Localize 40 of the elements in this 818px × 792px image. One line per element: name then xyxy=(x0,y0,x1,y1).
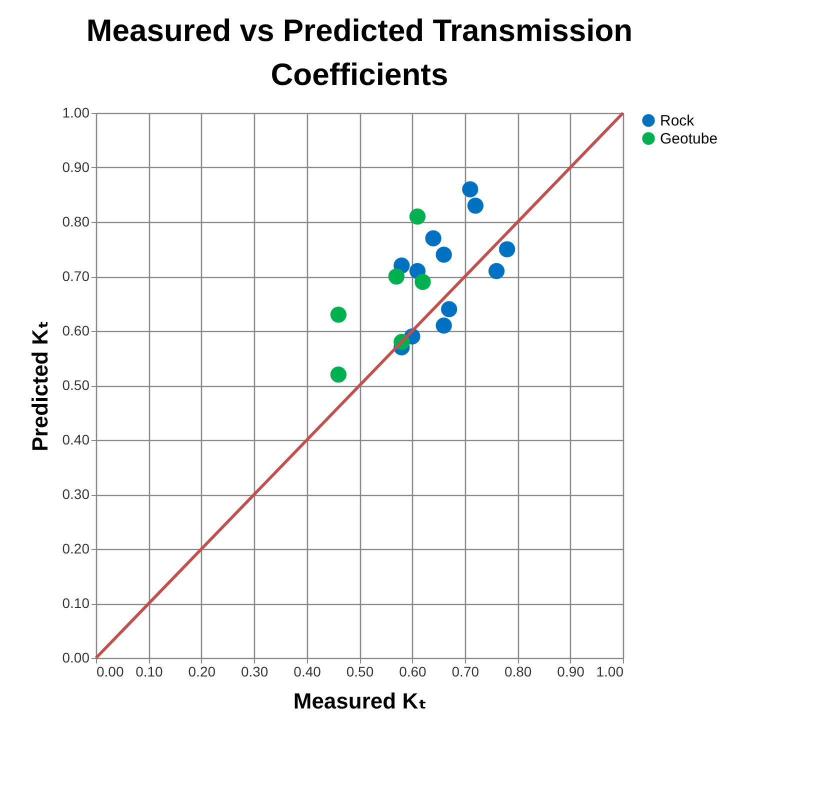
x-tick-label: 0.50 xyxy=(346,664,374,680)
y-tick-label: 0.80 xyxy=(62,214,90,230)
chart-title: Measured vs Predicted Transmission Coefficients xyxy=(86,13,633,92)
y-tick-label: 0.30 xyxy=(62,486,90,502)
point xyxy=(462,181,478,198)
point xyxy=(425,230,442,246)
point xyxy=(414,274,431,290)
x-tick-label: 0.70 xyxy=(452,664,480,680)
legend-label: Geotube xyxy=(660,130,718,148)
y-tick-label: 0.90 xyxy=(62,159,90,175)
y-tick-label: 0.00 xyxy=(62,650,90,666)
y-axis-title: Predicted Kₜ xyxy=(27,320,52,452)
y-tick-label: 0.60 xyxy=(62,322,90,338)
point xyxy=(436,246,452,263)
x-tick-label: 0.00 xyxy=(96,664,124,680)
x-tick-label: 1.00 xyxy=(596,664,624,680)
x-tick-label: 0.60 xyxy=(399,664,427,680)
x-axis-title: Measured Kₜ xyxy=(293,688,427,714)
point xyxy=(467,198,484,214)
x-tick-label: 0.30 xyxy=(240,664,268,680)
x-tick-label: 0.90 xyxy=(557,664,585,680)
y-tick-label: 0.70 xyxy=(62,268,90,284)
y-tick-label: 0.20 xyxy=(62,540,90,556)
y-tick-label: 1.00 xyxy=(62,104,90,120)
point xyxy=(330,306,346,323)
point xyxy=(388,268,404,285)
x-tick-label: 0.40 xyxy=(294,664,322,680)
point xyxy=(488,263,505,280)
x-tick-label: 0.20 xyxy=(188,664,216,680)
y-tick-label: 0.10 xyxy=(62,595,90,611)
point xyxy=(499,241,516,258)
y-tick-label: 0.40 xyxy=(62,432,90,448)
y-tick-label: 0.50 xyxy=(62,377,90,393)
point xyxy=(436,318,452,334)
x-tick-label: 0.80 xyxy=(504,664,532,680)
point xyxy=(441,301,458,318)
point xyxy=(330,366,346,383)
legend-label: Rock xyxy=(660,112,695,130)
point xyxy=(409,208,426,225)
x-tick-label: 0.10 xyxy=(136,664,164,680)
